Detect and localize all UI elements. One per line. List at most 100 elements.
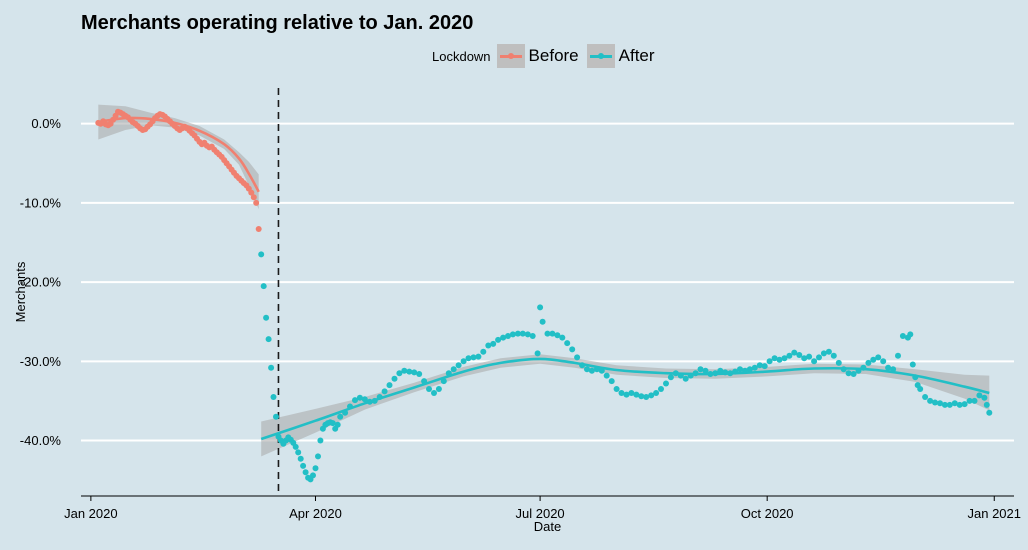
point-after-16 (297, 455, 304, 462)
y-tick-label-1: -10.0% (20, 195, 62, 210)
point-after-0 (258, 251, 265, 258)
point-after-56 (455, 362, 462, 369)
point-after-62 (485, 342, 492, 349)
y-tick-label-4: -40.0% (20, 433, 62, 448)
point-after-72 (534, 350, 541, 357)
point-after-141 (870, 356, 877, 363)
point-after-6 (273, 413, 279, 420)
point-after-164 (971, 397, 978, 404)
x-tick-label-1: Apr 2020 (289, 506, 342, 521)
point-after-165 (976, 392, 983, 399)
point-before-63 (250, 194, 257, 201)
point-after-31 (334, 421, 341, 428)
point-after-87 (603, 372, 610, 379)
point-after-80 (569, 346, 576, 353)
point-after-127 (801, 355, 808, 362)
point-after-114 (737, 366, 743, 373)
point-after-155 (927, 397, 934, 404)
point-after-91 (623, 391, 630, 398)
point-after-73 (537, 304, 544, 311)
point-after-163 (966, 397, 973, 404)
point-after-64 (495, 336, 502, 343)
point-after-154 (922, 394, 929, 400)
point-after-35 (352, 397, 358, 404)
legend-item-after: After (586, 44, 655, 68)
point-after-150 (909, 361, 916, 368)
legend-label-after: After (618, 46, 655, 65)
legend-item-before: Before (496, 44, 579, 68)
point-after-23 (315, 453, 321, 460)
point-after-162 (961, 401, 968, 408)
point-after-36 (356, 394, 363, 401)
legend-key-after (586, 44, 615, 68)
point-after-123 (781, 355, 788, 362)
point-after-22 (312, 465, 319, 472)
point-after-159 (946, 401, 953, 408)
point-after-106 (697, 366, 704, 373)
point-after-161 (956, 401, 963, 408)
point-after-43 (391, 375, 398, 382)
smooth-line-after (260, 357, 990, 441)
point-after-93 (633, 391, 640, 398)
point-after-46 (406, 368, 413, 375)
point-after-94 (638, 393, 645, 400)
point-after-121 (771, 355, 778, 362)
point-after-136 (845, 370, 852, 377)
point-after-59 (470, 354, 477, 361)
point-after-110 (717, 367, 724, 374)
point-before-64 (253, 199, 260, 206)
point-after-142 (875, 354, 882, 361)
point-after-157 (937, 400, 943, 407)
point-after-132 (825, 348, 832, 355)
point-after-96 (648, 392, 655, 399)
point-after-98 (658, 386, 664, 392)
point-after-51 (431, 390, 437, 396)
point-after-140 (865, 359, 872, 366)
point-after-143 (880, 358, 887, 365)
point-after-166 (981, 394, 988, 401)
point-before-62 (248, 189, 255, 196)
point-after-29 (329, 420, 336, 427)
legend-label-before: Before (528, 46, 579, 65)
point-after-126 (796, 352, 803, 358)
point-after-90 (618, 390, 625, 396)
point-after-167 (983, 401, 990, 408)
point-after-17 (300, 462, 307, 469)
point-after-128 (806, 353, 813, 360)
point-after-124 (786, 352, 793, 359)
point-after-137 (850, 371, 857, 377)
point-after-130 (816, 354, 822, 361)
legend: Lockdown Before After (432, 42, 663, 70)
point-after-3 (265, 336, 272, 343)
point-after-21 (310, 472, 316, 479)
point-after-158 (941, 401, 948, 408)
point-after-100 (667, 374, 674, 381)
point-after-66 (505, 333, 511, 339)
point-after-107 (702, 367, 709, 374)
y-axis-label: Merchants (13, 261, 28, 322)
point-after-48 (416, 371, 423, 377)
point-after-60 (475, 353, 482, 360)
point-after-52 (435, 386, 442, 392)
point-after-103 (682, 375, 689, 382)
point-after-24 (317, 437, 324, 444)
point-after-77 (554, 332, 561, 339)
point-after-65 (500, 334, 507, 341)
point-after-118 (756, 362, 763, 369)
legend-title: Lockdown (432, 48, 491, 64)
x-tick-label-3: Oct 2020 (741, 506, 794, 521)
point-after-32 (337, 413, 344, 420)
point-after-147 (899, 333, 906, 339)
x-axis-label: Date (534, 519, 561, 534)
point-after-122 (776, 356, 783, 363)
point-after-50 (426, 386, 432, 392)
point-after-97 (653, 390, 660, 396)
point-after-117 (751, 364, 758, 371)
confidence-band-before (98, 104, 259, 210)
point-after-41 (381, 388, 388, 395)
point-after-47 (411, 369, 418, 376)
point-after-4 (268, 364, 275, 371)
point-after-160 (951, 400, 958, 407)
point-after-146 (895, 352, 901, 359)
